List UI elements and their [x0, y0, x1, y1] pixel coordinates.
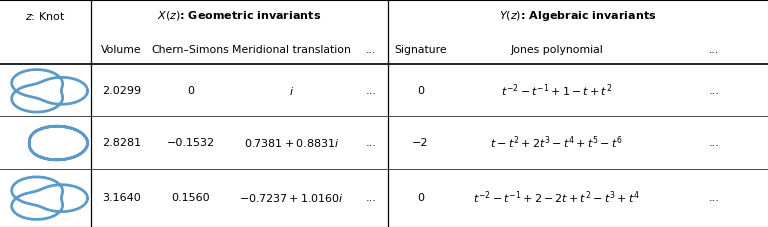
Text: Meridional translation: Meridional translation: [233, 45, 351, 55]
Text: ...: ...: [366, 45, 376, 55]
Text: $Y(z)$: Algebraic invariants: $Y(z)$: Algebraic invariants: [499, 9, 657, 23]
Text: 2.8281: 2.8281: [102, 138, 141, 148]
Text: 0: 0: [417, 193, 424, 203]
Text: 0: 0: [187, 86, 194, 96]
Text: $t - t^{2} + 2t^{3} - t^{4} + t^{5} - t^{6}$: $t - t^{2} + 2t^{3} - t^{4} + t^{5} - t^…: [491, 135, 623, 151]
Text: Jones polynomial: Jones polynomial: [511, 45, 603, 55]
Text: ...: ...: [366, 193, 377, 203]
Text: ...: ...: [709, 45, 720, 55]
Text: ...: ...: [709, 193, 720, 203]
Text: 3.1640: 3.1640: [102, 193, 141, 203]
Text: $z$: Knot: $z$: Knot: [25, 10, 65, 22]
Text: $t^{-2} - t^{-1} + 2 - 2t + t^{2} - t^{3} + t^{4}$: $t^{-2} - t^{-1} + 2 - 2t + t^{2} - t^{3…: [473, 190, 641, 207]
Text: 0.1560: 0.1560: [171, 193, 210, 203]
Text: 0: 0: [417, 86, 424, 96]
Text: ...: ...: [366, 138, 377, 148]
Text: $0.7381 + 0.8831i$: $0.7381 + 0.8831i$: [244, 137, 339, 149]
Text: ...: ...: [709, 86, 720, 96]
Text: Signature: Signature: [394, 45, 447, 55]
Text: −2: −2: [412, 138, 429, 148]
Text: $i$: $i$: [290, 85, 294, 97]
Text: ...: ...: [709, 138, 720, 148]
Text: ...: ...: [366, 86, 377, 96]
Text: $-0.7237 + 1.0160i$: $-0.7237 + 1.0160i$: [240, 192, 344, 204]
Text: $t^{-2} - t^{-1} + 1 - t + t^{2}$: $t^{-2} - t^{-1} + 1 - t + t^{2}$: [502, 82, 612, 99]
Text: −0.1532: −0.1532: [167, 138, 214, 148]
Text: $X(z)$: Geometric invariants: $X(z)$: Geometric invariants: [157, 9, 321, 22]
Text: Volume: Volume: [101, 45, 141, 55]
Text: Chern–Simons: Chern–Simons: [151, 45, 230, 55]
Text: 2.0299: 2.0299: [102, 86, 141, 96]
